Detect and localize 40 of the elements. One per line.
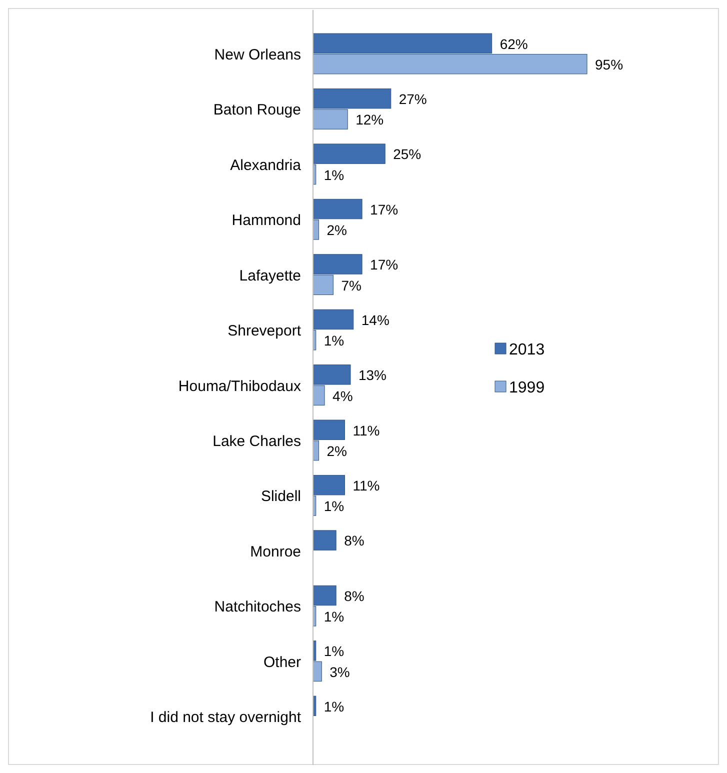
data-label: 27% [398, 90, 427, 107]
legend-label: 2013 [509, 342, 545, 359]
data-label: 17% [370, 201, 398, 218]
y-tick-label: Hammond [232, 212, 301, 230]
data-label: 11% [352, 422, 380, 438]
y-tick-label: Shreveport [228, 322, 302, 340]
y-tick-label: Houma/Thibodaux [178, 378, 302, 395]
data-label: 14% [361, 312, 390, 328]
data-label: 2% [326, 442, 348, 459]
data-label: 1% [324, 332, 344, 349]
data-label: 8% [344, 532, 364, 549]
y-tick-label: Slidell [260, 488, 301, 506]
data-label: 1% [324, 608, 344, 625]
bar [312, 530, 336, 550]
data-label: 11% [352, 477, 380, 494]
data-label: 1% [324, 643, 344, 660]
data-label: 4% [332, 388, 353, 404]
y-tick-label: Other [263, 654, 302, 671]
data-label: 62% [500, 36, 528, 52]
y-tick-label: New Orleans [214, 46, 301, 64]
y-tick-label: I did not stay overnight [150, 709, 302, 726]
data-label: 1% [324, 698, 344, 714]
data-label: 7% [341, 277, 362, 294]
y-tick-label: Lake Charles [212, 432, 301, 450]
data-label: 3% [330, 664, 350, 680]
data-label: 17% [370, 256, 398, 273]
data-label: 25% [393, 146, 422, 162]
y-tick-label: Baton Rouge [213, 102, 301, 119]
data-label: 95% [595, 56, 624, 72]
data-label: 1% [324, 166, 344, 183]
y-tick-label: Monroe [250, 543, 301, 560]
data-label: 12% [356, 112, 384, 128]
legend-label: 1999 [509, 380, 545, 397]
y-tick-label: Natchitoches [214, 598, 301, 616]
data-label: 13% [358, 367, 387, 384]
y-tick-label: Lafayette [239, 267, 301, 284]
data-label: 2% [326, 222, 348, 238]
data-label: 1% [324, 498, 344, 514]
data-label: 8% [344, 588, 364, 604]
y-tick-label: Alexandria [230, 156, 302, 174]
